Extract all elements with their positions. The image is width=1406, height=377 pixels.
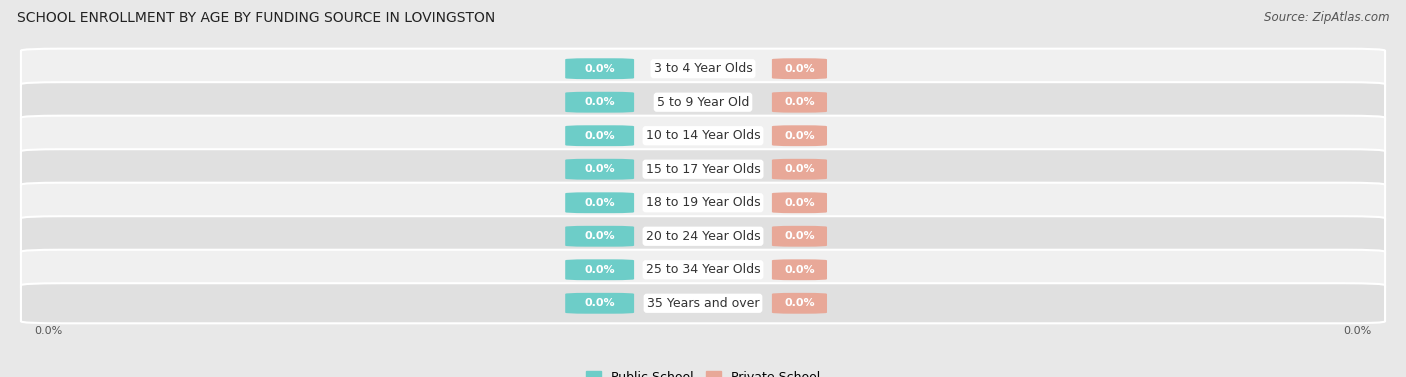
Text: 0.0%: 0.0% (585, 198, 614, 208)
Text: 0.0%: 0.0% (785, 265, 814, 275)
Text: 0.0%: 0.0% (785, 164, 814, 174)
FancyBboxPatch shape (565, 125, 634, 146)
Text: 35 Years and over: 35 Years and over (647, 297, 759, 310)
Text: 0.0%: 0.0% (785, 231, 814, 241)
FancyBboxPatch shape (772, 293, 827, 314)
FancyBboxPatch shape (21, 116, 1385, 156)
Text: SCHOOL ENROLLMENT BY AGE BY FUNDING SOURCE IN LOVINGSTON: SCHOOL ENROLLMENT BY AGE BY FUNDING SOUR… (17, 11, 495, 25)
Text: 0.0%: 0.0% (585, 131, 614, 141)
FancyBboxPatch shape (565, 259, 634, 280)
Text: 0.0%: 0.0% (585, 97, 614, 107)
Text: 0.0%: 0.0% (585, 64, 614, 74)
FancyBboxPatch shape (565, 58, 634, 79)
Text: 25 to 34 Year Olds: 25 to 34 Year Olds (645, 263, 761, 276)
FancyBboxPatch shape (21, 183, 1385, 223)
Text: 20 to 24 Year Olds: 20 to 24 Year Olds (645, 230, 761, 243)
Text: 3 to 4 Year Olds: 3 to 4 Year Olds (654, 62, 752, 75)
FancyBboxPatch shape (772, 92, 827, 113)
FancyBboxPatch shape (21, 149, 1385, 189)
Text: 0.0%: 0.0% (785, 131, 814, 141)
Text: 0.0%: 0.0% (785, 64, 814, 74)
FancyBboxPatch shape (21, 283, 1385, 323)
FancyBboxPatch shape (565, 159, 634, 180)
FancyBboxPatch shape (772, 226, 827, 247)
Text: 0.0%: 0.0% (785, 298, 814, 308)
FancyBboxPatch shape (772, 125, 827, 146)
FancyBboxPatch shape (565, 293, 634, 314)
Text: 15 to 17 Year Olds: 15 to 17 Year Olds (645, 163, 761, 176)
Text: 18 to 19 Year Olds: 18 to 19 Year Olds (645, 196, 761, 209)
FancyBboxPatch shape (565, 92, 634, 113)
Text: 0.0%: 0.0% (585, 298, 614, 308)
FancyBboxPatch shape (21, 250, 1385, 290)
Text: 0.0%: 0.0% (1343, 326, 1371, 336)
FancyBboxPatch shape (772, 259, 827, 280)
Text: 5 to 9 Year Old: 5 to 9 Year Old (657, 96, 749, 109)
Text: 0.0%: 0.0% (585, 164, 614, 174)
FancyBboxPatch shape (565, 226, 634, 247)
FancyBboxPatch shape (21, 216, 1385, 256)
Text: 0.0%: 0.0% (785, 97, 814, 107)
Text: 0.0%: 0.0% (585, 265, 614, 275)
Text: 10 to 14 Year Olds: 10 to 14 Year Olds (645, 129, 761, 142)
FancyBboxPatch shape (772, 159, 827, 180)
FancyBboxPatch shape (565, 192, 634, 213)
Text: 0.0%: 0.0% (35, 326, 63, 336)
FancyBboxPatch shape (21, 49, 1385, 89)
Text: Source: ZipAtlas.com: Source: ZipAtlas.com (1264, 11, 1389, 24)
FancyBboxPatch shape (21, 82, 1385, 122)
Text: 0.0%: 0.0% (585, 231, 614, 241)
FancyBboxPatch shape (772, 192, 827, 213)
Text: 0.0%: 0.0% (785, 198, 814, 208)
Legend: Public School, Private School: Public School, Private School (581, 366, 825, 377)
FancyBboxPatch shape (772, 58, 827, 79)
